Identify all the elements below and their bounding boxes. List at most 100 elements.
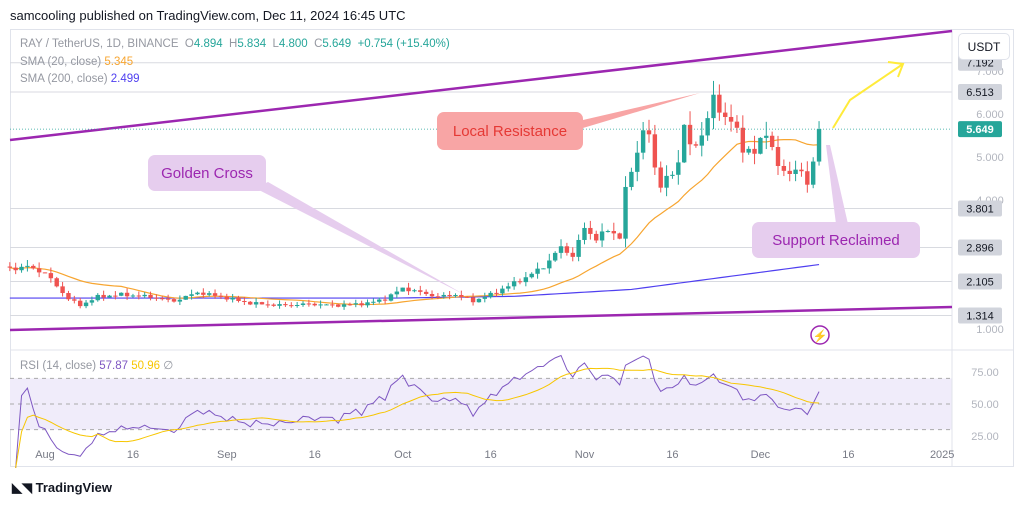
- candle: [564, 246, 570, 253]
- support-pointer: [826, 145, 848, 224]
- candle: [740, 127, 746, 153]
- candle: [511, 281, 517, 287]
- candle: [535, 268, 540, 274]
- candle: [687, 124, 693, 145]
- candle: [183, 295, 188, 300]
- candle: [54, 278, 59, 287]
- sma200-legend[interactable]: SMA (200, close) 2.499: [20, 73, 140, 85]
- price-level-label: 2.896: [966, 242, 994, 254]
- currency-button[interactable]: USDT: [958, 33, 1010, 60]
- candle: [136, 295, 142, 297]
- candle: [206, 293, 212, 295]
- high-value: 5.834: [237, 38, 267, 50]
- candle: [230, 297, 235, 300]
- price-level-badge: [958, 273, 1002, 290]
- open-label: O: [184, 38, 194, 50]
- lightning-icon: [810, 325, 830, 345]
- candle: [629, 171, 634, 187]
- candle: [582, 227, 587, 240]
- candle: [160, 298, 165, 300]
- candle: [676, 162, 681, 175]
- candle: [470, 297, 476, 303]
- candle: [218, 295, 224, 297]
- sma20-line: [9, 138, 820, 306]
- candle: [95, 294, 100, 301]
- candle: [283, 304, 288, 306]
- candle: [758, 137, 763, 154]
- candle: [500, 288, 505, 294]
- candle: [476, 298, 482, 303]
- x-tick-label: Sep: [217, 449, 237, 461]
- sma20-label: SMA (20, close): [20, 56, 102, 68]
- x-tick-label: 16: [666, 449, 678, 461]
- candle: [72, 299, 77, 301]
- golden-cross-box: [148, 155, 266, 191]
- rsi-tick-label: 25.00: [971, 431, 999, 443]
- close-label: C: [314, 38, 323, 50]
- upper-trendline: [9, 29, 953, 142]
- x-tick-label: Dec: [751, 449, 771, 461]
- candle: [294, 305, 300, 307]
- candle: [781, 166, 787, 171]
- candle: [799, 169, 804, 172]
- arrow-head-icon: [887, 61, 905, 78]
- candle: [552, 252, 558, 261]
- ohlc-legend: RAY / TetherUS, 1D, BINANCE O4.894 H5.83…: [20, 38, 450, 50]
- close-value: 5.649: [322, 38, 352, 50]
- open-value: 4.894: [193, 38, 223, 50]
- x-tick-label: 16: [485, 449, 497, 461]
- candle: [646, 130, 652, 135]
- candle: [101, 294, 106, 298]
- support-box: [752, 222, 920, 258]
- candle: [769, 135, 775, 148]
- tradingview-logo[interactable]: ◣◥ TradingView: [12, 480, 112, 496]
- golden-cross-pointer: [255, 182, 465, 295]
- candle: [25, 265, 30, 267]
- candle: [699, 135, 704, 146]
- candle: [66, 293, 71, 300]
- sma200-value: 2.499: [110, 73, 140, 85]
- rsi-tick-label: 75.00: [971, 367, 999, 379]
- lower-trendline: [9, 305, 953, 332]
- candle: [377, 299, 382, 302]
- candle: [248, 301, 253, 305]
- candle: [623, 186, 628, 239]
- x-tick-label: 2025: [930, 449, 954, 461]
- candle: [570, 252, 575, 257]
- symbol-label: RAY / TetherUS, 1D, BINANCE: [20, 38, 179, 50]
- candle: [148, 294, 153, 298]
- price-level-label: 1.314: [966, 310, 994, 322]
- candle: [165, 298, 171, 300]
- price-level-label: 6.513: [966, 87, 994, 99]
- candle: [371, 301, 376, 303]
- candle: [406, 287, 411, 292]
- candle: [775, 147, 781, 167]
- candle: [89, 300, 95, 303]
- candle: [107, 295, 112, 298]
- candle: [306, 303, 312, 305]
- chart-frame: [10, 29, 1014, 467]
- candle: [353, 303, 358, 305]
- candle: [517, 281, 523, 283]
- rsi-legend[interactable]: RSI (14, close) 57.87 50.96 ∅: [20, 358, 173, 372]
- candle: [365, 302, 370, 306]
- price-level-label: 3.801: [966, 204, 994, 216]
- candle: [594, 233, 599, 241]
- candle: [177, 299, 183, 302]
- candle: [810, 161, 816, 185]
- candle: [465, 296, 470, 298]
- candle: [359, 303, 364, 306]
- candle: [312, 303, 317, 306]
- sma20-legend[interactable]: SMA (20, close) 5.345: [20, 56, 133, 68]
- candle: [453, 295, 458, 297]
- candle: [189, 294, 194, 296]
- change-value: +0.754 (+15.40%): [357, 38, 450, 50]
- candle: [488, 292, 493, 298]
- publisher-header: samcooling published on TradingView.com,…: [10, 8, 406, 23]
- candle: [482, 297, 487, 299]
- y-tick-label: 6.000: [976, 109, 1004, 121]
- candle: [242, 301, 247, 303]
- rsi-ma-value: 50.96: [131, 360, 161, 372]
- lightning-glyph-icon: ⚡: [813, 329, 828, 343]
